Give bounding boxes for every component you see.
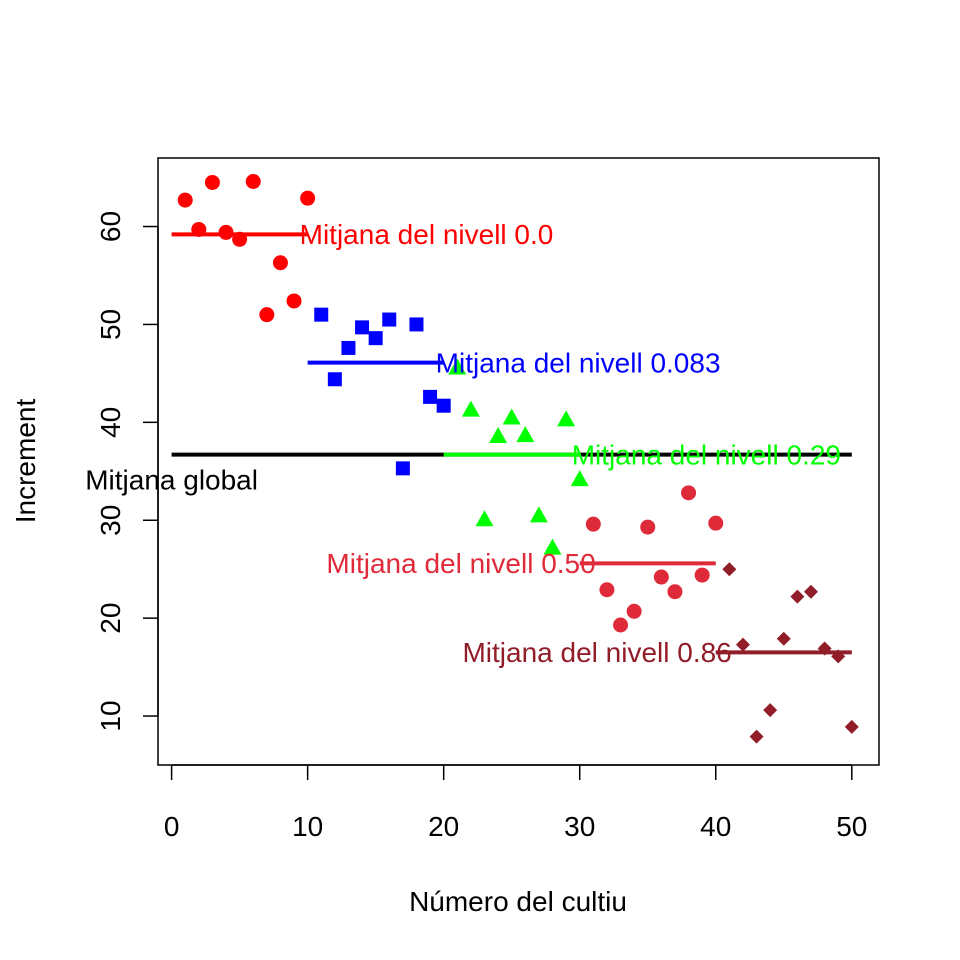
y-axis: 10 20 30 40 50 60 [95, 211, 159, 732]
data-point [286, 293, 302, 309]
series-1 [177, 173, 316, 323]
data-point [436, 398, 451, 413]
y-tick-label: 30 [95, 505, 126, 536]
data-point [763, 703, 778, 718]
data-point [570, 470, 589, 487]
x-axis: 0 10 20 30 40 50 [164, 764, 867, 842]
data-point [790, 589, 805, 604]
data-point [613, 617, 629, 633]
data-point [232, 231, 248, 247]
x-axis-label: Número del cultiu [409, 886, 627, 917]
data-point [585, 516, 601, 532]
level-mean-label: Mitjana del nivell 0.0 [300, 219, 554, 250]
level-mean-label: Mitjana del nivell 0.083 [436, 347, 721, 378]
data-point [653, 569, 669, 585]
mean-lines [171, 232, 852, 655]
data-point [708, 515, 724, 531]
y-tick-label: 20 [95, 603, 126, 634]
y-tick-label: 60 [95, 211, 126, 242]
data-point [300, 190, 316, 206]
data-point [245, 173, 261, 189]
data-point [409, 317, 424, 332]
level-mean-label: Mitjana del nivell 0.29 [572, 439, 841, 470]
data-point [749, 729, 764, 744]
x-tick-label: 10 [292, 811, 323, 842]
x-tick-label: 30 [564, 811, 595, 842]
overall-mean-label: Mitjana global [85, 464, 258, 495]
data-point [844, 719, 859, 734]
data-point [817, 641, 832, 656]
data-point [204, 174, 220, 190]
data-point [667, 584, 683, 600]
data-point [423, 389, 438, 404]
data-point [259, 307, 275, 323]
data-points [177, 173, 859, 744]
data-point [177, 192, 193, 208]
x-tick-label: 50 [836, 811, 867, 842]
data-point [218, 224, 234, 240]
data-point [529, 506, 548, 523]
series-2 [314, 307, 451, 476]
data-point [382, 312, 397, 327]
data-point [735, 637, 750, 652]
series-5 [722, 562, 859, 744]
data-point [831, 649, 846, 664]
data-point [489, 427, 508, 444]
data-point [681, 485, 697, 501]
data-point [355, 320, 370, 335]
data-point [516, 426, 535, 443]
data-point [722, 562, 737, 577]
data-point [341, 340, 356, 355]
data-point [557, 410, 576, 427]
data-point [626, 603, 642, 619]
y-tick-label: 10 [95, 700, 126, 731]
data-point [475, 510, 494, 527]
data-point [640, 519, 656, 535]
data-point [272, 255, 288, 271]
y-tick-label: 50 [95, 309, 126, 340]
data-point [327, 372, 342, 387]
data-point [314, 307, 329, 322]
data-point [395, 461, 410, 476]
data-point [448, 358, 467, 375]
data-point [502, 408, 521, 425]
data-point [191, 221, 207, 237]
level-mean-label: Mitjana del nivell 0.86 [462, 637, 731, 668]
x-tick-label: 20 [428, 811, 459, 842]
x-tick-label: 0 [164, 811, 180, 842]
y-tick-label: 40 [95, 407, 126, 438]
series-3 [448, 358, 589, 555]
mean-labels: Mitjana global Mitjana del nivell 0.0 Mitj… [85, 219, 841, 668]
x-tick-label: 40 [700, 811, 731, 842]
data-point [776, 631, 791, 646]
y-axis-label: Increment [10, 399, 41, 524]
data-point [461, 400, 480, 417]
data-point [543, 538, 562, 555]
data-point [599, 582, 615, 598]
series-4 [585, 485, 724, 633]
data-point [368, 331, 383, 346]
data-point [694, 567, 710, 583]
data-point [803, 584, 818, 599]
level-mean-label: Mitjana del nivell 0.50 [326, 548, 595, 579]
